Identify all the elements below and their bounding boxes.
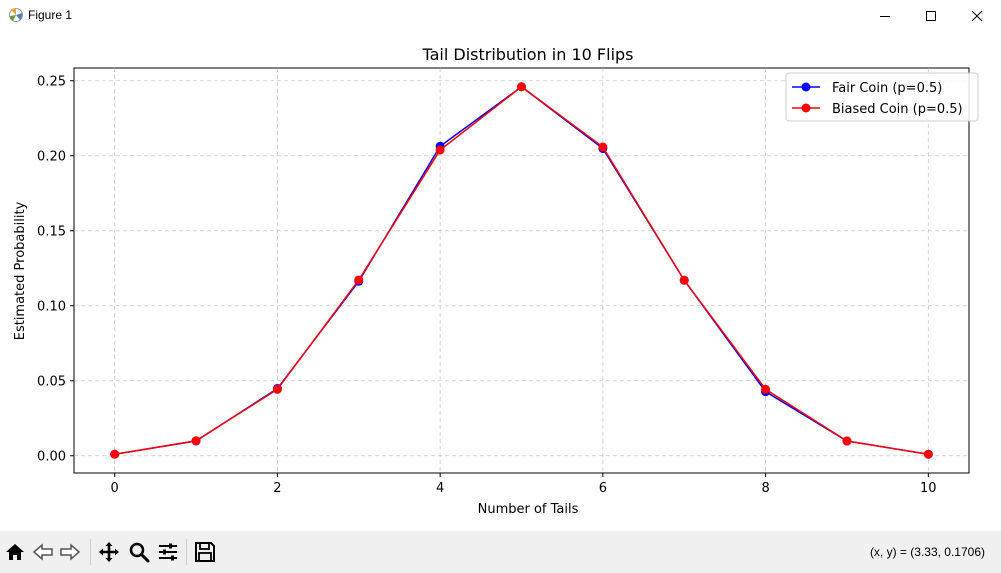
y-axis-label: Estimated Probability [13,201,28,340]
back-arrow-icon [32,543,53,561]
x-axis-label: Number of Tails [478,502,579,517]
close-icon [971,10,983,21]
data-point [761,384,771,394]
y-tick-label: 0.10 [37,299,66,314]
x-tick-label: 0 [111,481,119,496]
forward-button[interactable] [58,540,82,564]
data-point [679,275,689,285]
home-icon [6,544,24,560]
subplots-config-icon [159,543,177,561]
maximize-button[interactable] [908,0,954,31]
legend: Fair Coin (p=0.5) Biased Coin (p=0.5) [785,72,979,122]
toolbar-separator [90,539,91,565]
zoom-button[interactable] [127,540,151,564]
title-bar: Figure 1 [0,0,1001,32]
chart-title: Tail Distribution in 10 Flips [421,45,633,64]
y-tick-label: 0.00 [37,449,66,464]
cursor-coordinates-readout: (x, y) = (3.33, 0.1706) [869,545,985,559]
minimize-button[interactable] [862,0,908,31]
legend-entry-biased-coin: Biased Coin (p=0.5) [792,102,963,117]
maximize-icon [926,10,936,21]
pan-move-icon [99,542,119,562]
save-button[interactable] [193,540,217,564]
navigation-toolbar: (x, y) = (3.33, 0.1706) [0,531,1001,573]
back-button[interactable] [31,540,55,564]
home-button[interactable] [3,540,27,564]
y-tick-label: 0.15 [37,224,66,239]
y-tick-label: 0.25 [37,74,66,89]
subplots-button[interactable] [156,540,180,564]
x-tick-label: 10 [920,481,937,496]
forward-arrow-icon [60,543,81,561]
data-point [272,384,282,394]
close-button[interactable] [954,0,1000,31]
data-point [923,449,933,459]
y-axis-ticks: 0.00 0.05 0.10 0.15 0.20 0.25 [37,74,74,464]
zoom-magnifier-icon [129,542,150,563]
line-chart: 0 2 4 6 8 10 0.00 0.05 0.10 0.15 0.20 0.25 Tail Di… [13,45,979,517]
data-point [191,436,201,446]
legend-marker-fair-coin [801,82,811,92]
data-point [598,142,608,152]
x-tick-label: 2 [273,481,281,496]
legend-box [785,72,979,122]
minimize-icon [880,15,890,17]
x-axis-ticks: 0 2 4 6 8 10 [111,473,937,496]
matplotlib-app-icon [8,7,24,23]
window-title: Figure 1 [28,8,73,22]
data-point [435,145,445,155]
data-point [517,82,526,92]
series-layer [110,82,933,459]
legend-marker-biased-coin [801,103,811,113]
plot-area [73,67,970,474]
legend-entry-fair-coin: Fair Coin (p=0.5) [792,81,942,96]
y-tick-label: 0.20 [37,149,66,164]
y-tick-label: 0.05 [37,374,66,389]
x-tick-label: 4 [436,481,444,496]
toolbar-separator [186,539,187,565]
series-1 [110,82,933,459]
x-tick-label: 6 [599,481,607,496]
legend-label-biased-coin: Biased Coin (p=0.5) [832,102,963,117]
pan-button[interactable] [97,540,121,564]
data-point [842,436,852,446]
data-point [354,275,364,285]
x-tick-label: 8 [761,481,769,496]
save-floppy-icon [195,542,215,562]
legend-label-fair-coin: Fair Coin (p=0.5) [832,81,942,96]
figure-canvas[interactable]: 0 2 4 6 8 10 0.00 0.05 0.10 0.15 0.20 0.25 Tail Di… [0,32,1001,531]
data-point [110,449,120,459]
